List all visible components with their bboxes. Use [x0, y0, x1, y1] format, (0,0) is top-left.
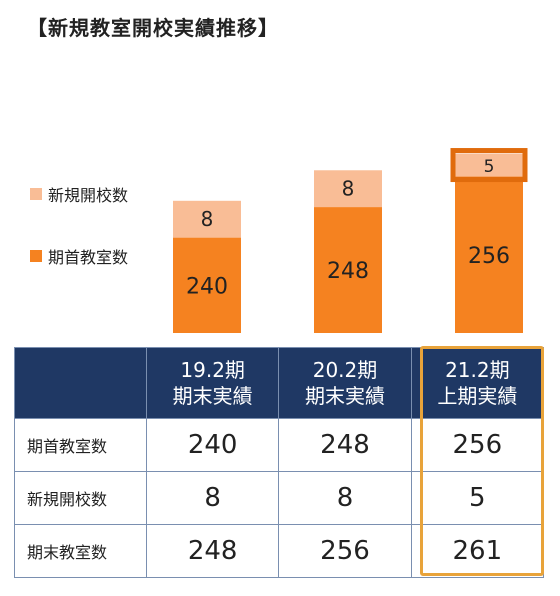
data-label-base: 256: [468, 244, 510, 269]
table-cell: 248: [145, 524, 280, 578]
bar-new-segment: [173, 200, 241, 238]
data-label-new: 8: [342, 177, 355, 201]
table-cell: 256: [278, 524, 412, 578]
stacked-bar-chart: 240 8 248 8 256 5: [173, 148, 528, 333]
header-subtitle: 上期実績: [437, 384, 518, 408]
bar-new-segment: [314, 170, 382, 208]
summary-table: 19.2期 期末実績 20.2期 期末実績 21.2期 上期実績 期首教室数 2…: [14, 347, 545, 578]
table-header-corner: [14, 347, 147, 419]
legend-item-opening-classrooms: 期首教室数: [30, 244, 128, 268]
table-cell: 8: [278, 471, 412, 525]
header-period: 21.2期: [445, 358, 510, 382]
table-header-row: 19.2期 期末実績 20.2期 期末実績 21.2期 上期実績: [14, 347, 545, 419]
table-cell: 248: [278, 418, 412, 472]
bar-base-segment: [173, 237, 241, 333]
row-label: 新規開校数: [14, 471, 147, 525]
table-row: 新規開校数 8 8 5: [14, 471, 545, 525]
table-cell: 256: [410, 418, 545, 472]
table-row: 期末教室数 248 256 261: [14, 524, 545, 578]
legend-swatch-base: [30, 250, 42, 262]
table-header-2102: 21.2期 上期実績: [410, 347, 545, 419]
header-period: 20.2期: [312, 358, 378, 382]
table-cell: 8: [145, 471, 280, 525]
data-label-base: 248: [327, 259, 369, 284]
table-cell: 5: [410, 471, 545, 525]
legend-swatch-new: [30, 188, 42, 200]
bar-base-segment: [455, 176, 523, 333]
row-label: 期末教室数: [14, 524, 147, 578]
header-subtitle: 期末実績: [172, 384, 253, 408]
header-period: 19.2期: [180, 358, 245, 382]
bar-base-segment: [314, 207, 382, 333]
row-label: 期首教室数: [14, 418, 147, 472]
header-subtitle: 期末実績: [304, 384, 385, 408]
legend-label-new: 新規開校数: [48, 186, 129, 205]
legend-label-base: 期首教室数: [48, 248, 129, 267]
table-header-2002: 20.2期 期末実績: [278, 347, 412, 419]
data-label-new: 8: [201, 207, 214, 231]
table-header-1902: 19.2期 期末実績: [145, 347, 280, 419]
bar-new-segment: [455, 153, 523, 177]
table-row: 期首教室数 240 248 256: [14, 418, 545, 472]
legend-item-new-openings: 新規開校数: [30, 182, 128, 206]
data-label-new: 5: [484, 157, 495, 177]
page-title: 【新規教室開校実績推移】: [27, 16, 279, 40]
table-cell: 261: [410, 524, 545, 578]
data-label-base: 240: [186, 274, 228, 299]
bar-highlight-outline: [450, 148, 528, 183]
table-cell: 240: [145, 418, 280, 472]
